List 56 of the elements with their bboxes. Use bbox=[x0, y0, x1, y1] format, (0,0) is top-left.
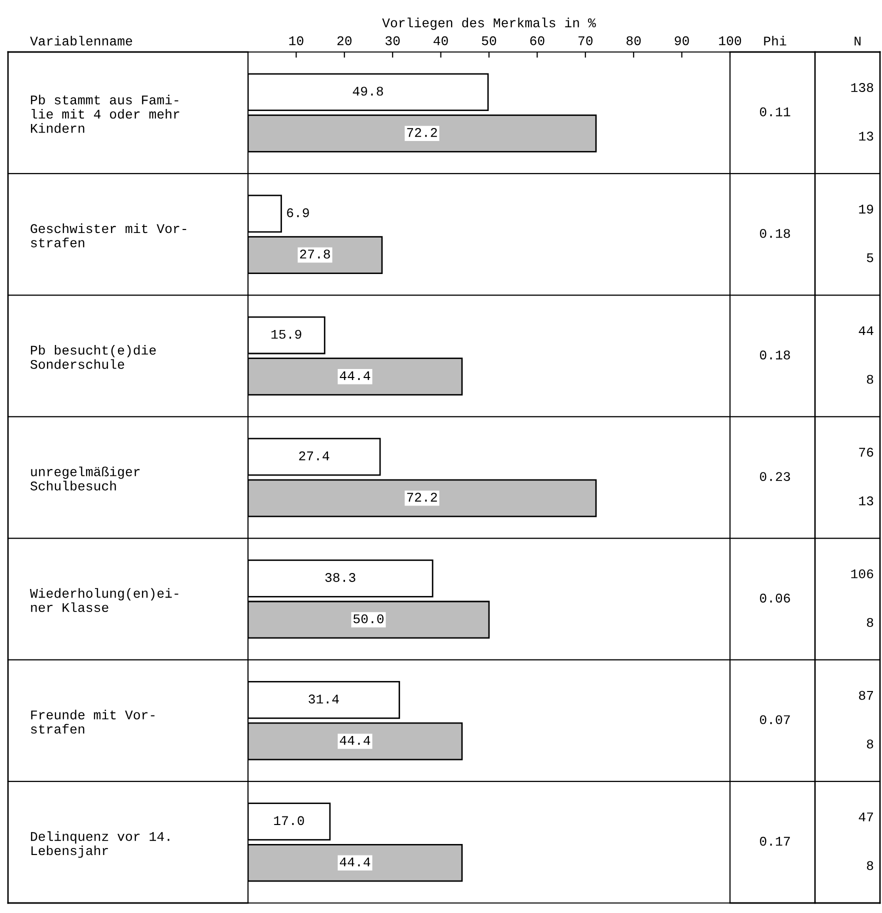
y-tick-label: unregelmäßiger Schulbesuch bbox=[30, 466, 140, 490]
y-tick-label: Freunde mit Vor- strafen bbox=[31, 710, 154, 734]
text: 76 bbox=[859, 448, 874, 457]
data-label: 50.0 bbox=[353, 614, 384, 624]
text: 44 bbox=[858, 326, 874, 336]
text: 0.17 bbox=[760, 836, 790, 846]
text: 47 bbox=[858, 812, 873, 822]
text: 0.07 bbox=[760, 715, 790, 724]
text: 87 bbox=[859, 690, 873, 700]
data-label: 72.2 bbox=[407, 128, 437, 137]
data-label: 44.4 bbox=[340, 858, 370, 866]
text: 0.06 bbox=[760, 594, 790, 603]
data-label: 17.0 bbox=[274, 816, 304, 826]
text: 138 bbox=[851, 83, 874, 92]
text: 13 bbox=[859, 496, 874, 506]
text: 13 bbox=[859, 132, 874, 141]
x-axis-title: Vorliegen des Merkmals in % bbox=[382, 18, 596, 30]
x-tick-label: 30 bbox=[386, 36, 400, 46]
x-tick-label: 50 bbox=[482, 36, 496, 46]
text: 19 bbox=[859, 204, 874, 214]
text: 106 bbox=[851, 569, 874, 578]
text: 8 bbox=[866, 618, 874, 627]
text: 8 bbox=[866, 740, 874, 748]
data-label: 15.9 bbox=[271, 330, 302, 339]
text: 0.18 bbox=[760, 350, 790, 360]
text: Phi bbox=[764, 36, 786, 46]
data-label: 44.4 bbox=[340, 736, 370, 745]
data-label: 72.2 bbox=[407, 492, 437, 502]
data-label: 6.9 bbox=[287, 208, 309, 218]
x-tick-label: 60 bbox=[530, 36, 544, 46]
y-axis-title: Variablenname bbox=[30, 36, 132, 46]
y-tick-label: Wiederholung(en)ei- ner Klasse bbox=[30, 588, 178, 612]
data-label: 27.8 bbox=[300, 250, 330, 259]
text: N bbox=[854, 36, 860, 46]
x-tick-label: 70 bbox=[578, 36, 593, 46]
x-tick-label: 40 bbox=[434, 36, 448, 46]
x-tick-label: 80 bbox=[626, 36, 641, 46]
text: 8 bbox=[866, 861, 874, 870]
text: 0.18 bbox=[760, 228, 790, 238]
data-label: 27.4 bbox=[299, 451, 330, 460]
y-tick-label: Geschwister mit Vor- strafen bbox=[30, 223, 186, 248]
data-label: 31.4 bbox=[308, 694, 339, 704]
data-label: 38.3 bbox=[325, 572, 356, 582]
data-label: 44.4 bbox=[340, 371, 370, 380]
text: 0.23 bbox=[760, 472, 790, 482]
y-tick-label: Pb stammt aus Fami- lie mit 4 oder mehr Kindern bbox=[30, 94, 180, 133]
text: 0.11 bbox=[760, 107, 790, 116]
x-tick-label: 20 bbox=[337, 36, 352, 46]
y-tick-label: Pb besucht(e)die Sonderschule bbox=[30, 345, 156, 369]
text: 5 bbox=[866, 253, 874, 262]
text: 8 bbox=[866, 374, 874, 384]
x-tick-label: 90 bbox=[674, 36, 689, 46]
x-tick-label: 10 bbox=[289, 36, 304, 46]
x-tick-label: 100 bbox=[719, 36, 742, 46]
y-tick-label: Delinquenz vor 14. Lebensjahr bbox=[30, 831, 170, 858]
data-label: 49.8 bbox=[352, 86, 383, 96]
